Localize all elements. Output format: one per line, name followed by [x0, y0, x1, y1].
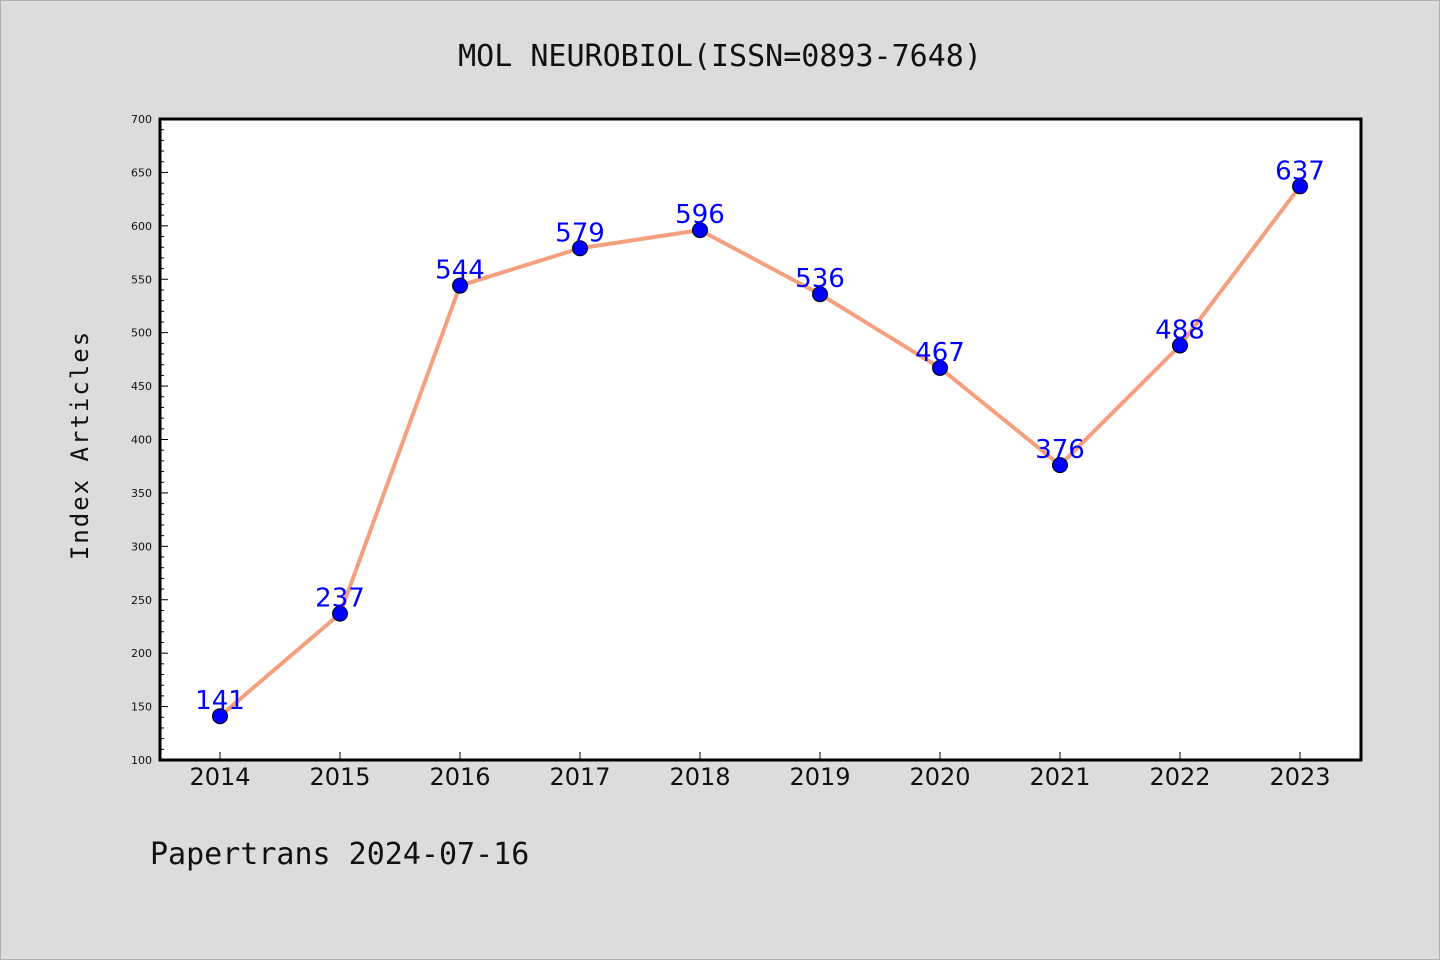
data-point-marker — [1052, 457, 1068, 474]
y-tick-label: 300 — [131, 540, 152, 553]
source-footer: Papertrans 2024-07-16 — [150, 837, 529, 872]
y-tick-label: 450 — [131, 380, 152, 393]
data-label: 596 — [675, 200, 725, 230]
data-point-marker — [812, 286, 828, 303]
data-labels-group: 141 237 544 579 596 536 467 376 488 637 — [195, 156, 1325, 716]
x-tick-label: 2019 — [789, 763, 850, 791]
data-point-marker — [572, 240, 588, 257]
y-tick-label: 650 — [131, 166, 152, 179]
data-point-marker — [212, 708, 228, 725]
plot-area — [158, 117, 1363, 762]
series-line-group — [218, 184, 1302, 719]
markers-group — [212, 178, 1308, 725]
data-label: 579 — [555, 218, 605, 248]
data-point-marker — [1172, 337, 1188, 354]
data-label: 467 — [915, 338, 965, 368]
x-tick-label: 2018 — [669, 763, 730, 791]
data-point-marker — [932, 359, 948, 376]
y-tick-label: 550 — [131, 273, 152, 286]
x-tick-label: 2022 — [1149, 763, 1210, 791]
data-label: 488 — [1155, 315, 1205, 345]
y-tick-label: 700 — [131, 113, 152, 126]
x-axis: 2014 2015 2016 2017 2018 2019 2020 2021 2022 2023 — [189, 752, 1331, 791]
data-point-marker — [452, 277, 468, 294]
data-label: 637 — [1275, 156, 1325, 186]
y-tick-label: 500 — [131, 327, 152, 340]
data-label: 536 — [795, 264, 845, 294]
chart-title: MOL NEUROBIOL(ISSN=0893-7648) — [458, 39, 982, 74]
data-point-marker — [1292, 178, 1308, 195]
x-tick-label: 2014 — [189, 763, 250, 791]
data-point-marker — [332, 605, 348, 622]
data-label: 544 — [435, 256, 485, 286]
y-tick-label: 400 — [131, 434, 152, 447]
x-tick-label: 2017 — [549, 763, 610, 791]
y-tick-label: 100 — [131, 754, 152, 767]
y-tick-label: 250 — [131, 594, 152, 607]
data-label: 237 — [315, 584, 365, 614]
data-label: 141 — [195, 686, 245, 716]
y-tick-label: 150 — [131, 701, 152, 714]
x-tick-label: 2023 — [1269, 763, 1330, 791]
y-tick-label: 350 — [131, 487, 152, 500]
x-tick-label: 2015 — [309, 763, 370, 791]
x-tick-label: 2021 — [1029, 763, 1090, 791]
x-tick-label: 2016 — [429, 763, 490, 791]
x-tick-label: 2020 — [909, 763, 970, 791]
data-label: 376 — [1035, 435, 1085, 465]
series-line — [218, 184, 1302, 719]
y-axis: 100 150 200 250 300 350 400 450 500 550 600 650 700 — [131, 113, 168, 767]
y-tick-label: 200 — [131, 647, 152, 660]
data-point-marker — [692, 222, 708, 239]
y-axis-label: Index Articles — [66, 330, 94, 560]
y-tick-label: 600 — [131, 220, 152, 233]
